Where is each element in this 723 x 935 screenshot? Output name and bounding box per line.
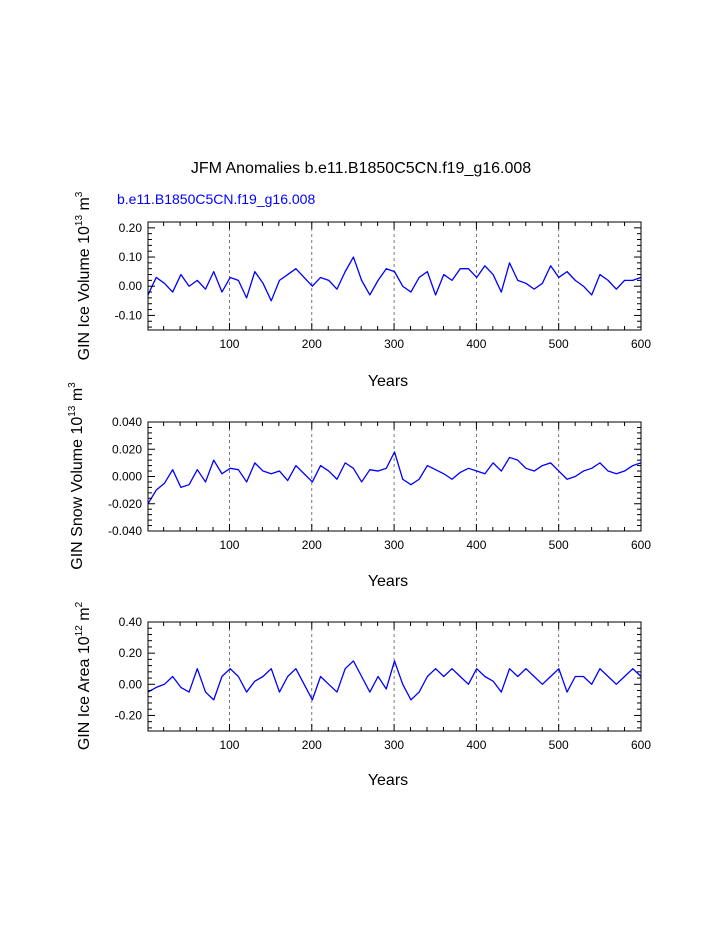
y-axis-title-main: GIN Ice Volume 10 — [76, 226, 93, 360]
x-tick-label: 600 — [631, 738, 651, 752]
y-tick-label: 0.40 — [119, 615, 143, 629]
x-tick-label: 300 — [384, 337, 404, 351]
x-tick-label: 500 — [549, 738, 569, 752]
x-tick-label: 600 — [631, 538, 651, 552]
y-axis-title-main: GIN Snow Volume 10 — [69, 417, 86, 570]
data-line — [147, 660, 642, 701]
y-tick-label: -0.040 — [108, 524, 142, 538]
y-tick-label: 0.040 — [112, 415, 142, 429]
y-tick-label: 0.20 — [119, 221, 143, 235]
y-axis-title-unit: m — [69, 388, 86, 406]
panel-ice-volume: 100 200 300 400 500 600 -0.10 0.00 0.10 0.20 Year… — [74, 191, 651, 390]
y-tick-label: 0.00 — [119, 279, 143, 293]
y-tick-label: 0.10 — [119, 250, 143, 264]
x-axis-title: Years — [368, 772, 408, 789]
y-tick-label: 0.020 — [112, 442, 142, 456]
x-axis-title: Years — [368, 573, 408, 590]
x-tick-label: 300 — [384, 738, 404, 752]
x-tick-label: 400 — [466, 738, 486, 752]
y-axis-title: GIN Snow Volume 1013 m3 — [67, 382, 86, 570]
panel-snow-volume: 100 200 300 400 500 600 -0.040 -0.020 0.000 0.020… — [67, 382, 651, 590]
x-axis-title: Years — [368, 373, 408, 390]
y-tick-label: 0.000 — [112, 470, 142, 484]
y-axis-title-exponent: 12 — [74, 625, 85, 637]
y-tick-label: -0.020 — [108, 497, 142, 511]
data-line — [147, 256, 642, 302]
y-axis-title-unit-exponent: 3 — [74, 191, 85, 197]
x-tick-label: 100 — [219, 337, 239, 351]
y-axis-title-unit-exponent: 3 — [67, 382, 78, 388]
x-tick-label: 200 — [302, 738, 322, 752]
x-tick-label: 100 — [219, 738, 239, 752]
x-tick-label: 300 — [384, 538, 404, 552]
y-axis-title-unit-exponent: 2 — [74, 601, 85, 607]
y-axis-title: GIN Ice Volume 1013 m3 — [74, 191, 93, 360]
x-tick-label: 600 — [631, 337, 651, 351]
x-tick-label: 400 — [466, 337, 486, 351]
x-tick-label: 500 — [549, 337, 569, 351]
y-axis-title-exponent: 13 — [67, 405, 78, 417]
x-tick-label: 200 — [302, 337, 322, 351]
y-tick-label: -0.20 — [115, 708, 143, 722]
y-axis-title-unit: m — [76, 607, 93, 625]
y-axis-title-unit: m — [76, 197, 93, 215]
y-axis-title-main: GIN Ice Area 10 — [76, 636, 93, 750]
x-tick-label: 400 — [466, 538, 486, 552]
y-tick-label: 0.00 — [119, 677, 143, 691]
x-tick-label: 100 — [219, 538, 239, 552]
y-axis-title: GIN Ice Area 1012 m2 — [74, 601, 93, 750]
y-axis-title-exponent: 13 — [74, 215, 85, 227]
x-tick-label: 500 — [549, 538, 569, 552]
y-tick-label: 0.20 — [119, 646, 143, 660]
run-label: b.e11.B1850C5CN.f19_g16.008 — [117, 191, 315, 207]
panel-ice-area: 100 200 300 400 500 600 -0.20 0.00 0.20 0.40 Year… — [74, 601, 651, 789]
data-line — [147, 451, 642, 505]
figure-title: JFM Anomalies b.e11.B1850C5CN.f19_g16.00… — [191, 160, 531, 177]
y-tick-label: -0.10 — [115, 308, 143, 322]
x-tick-label: 200 — [302, 538, 322, 552]
